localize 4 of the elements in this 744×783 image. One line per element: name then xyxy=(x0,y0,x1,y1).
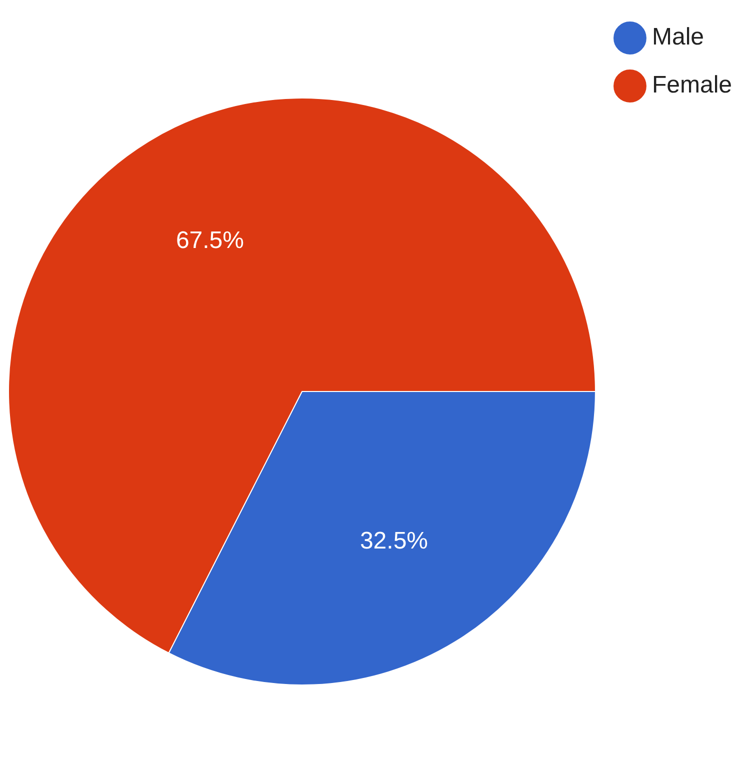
data-label: 32.5% xyxy=(360,527,428,554)
data-label: 67.5% xyxy=(176,226,244,254)
legend-label: Female xyxy=(652,72,732,99)
legend-label: Male xyxy=(652,24,704,51)
